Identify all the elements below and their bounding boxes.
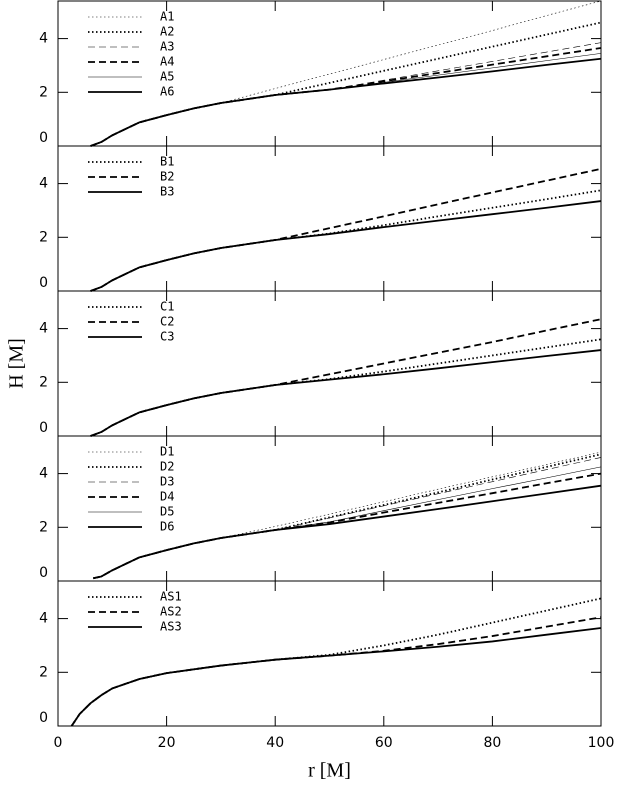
x-tick-label: 80 [483,735,501,751]
legend-label: AS3 [160,620,182,634]
legend-label: A3 [160,40,174,54]
legend-label: C2 [160,315,174,329]
series-line [70,627,602,727]
series-line [90,200,602,292]
panel-frame [57,145,602,292]
x-tick-label: 0 [54,735,63,751]
y-tick-label: 2 [39,84,48,100]
series-line [70,597,602,727]
legend-label: A5 [160,70,174,84]
legend-label: AS1 [160,590,182,604]
series-line [93,484,602,580]
panel-frame [57,435,602,582]
legend-label: D3 [160,475,174,489]
legend-label: B3 [160,185,174,199]
panel-frame [57,0,602,147]
legend-label: B1 [160,155,174,169]
panel-frame [57,290,602,437]
series-line [90,57,602,147]
legend-label: D1 [160,445,174,459]
y-axis-label: H [M] [6,338,28,389]
y-tick-label: 4 [39,466,48,482]
legend-label: D6 [160,520,174,534]
y-tick-label: 2 [39,374,48,390]
legend-label: A4 [160,55,174,69]
y-tick-label: 2 [39,519,48,535]
y-tick-label: 4 [39,321,48,337]
legend-label: B2 [160,170,174,184]
x-axis-label: r [M] [308,760,351,782]
x-tick-label: 20 [158,735,176,751]
legend-label: A6 [160,85,174,99]
legend-label: C3 [160,330,174,344]
legend-label: C1 [160,300,174,314]
series-line [90,349,602,437]
y-tick-label: 0 [39,130,48,146]
series-line [70,616,602,727]
x-tick-label: 40 [266,735,284,751]
y-tick-label: 0 [39,420,48,436]
y-tick-label: 2 [39,664,48,680]
y-tick-label: 4 [39,611,48,627]
y-tick-label: 0 [39,710,48,726]
y-tick-label: 4 [39,176,48,192]
legend-label: D4 [160,490,174,504]
legend-label: D2 [160,460,174,474]
legend-label: AS2 [160,605,182,619]
legend-label: A1 [160,10,174,24]
series-line [90,338,602,437]
x-tick-label: 60 [375,735,393,751]
y-tick-label: 0 [39,565,48,581]
y-tick-label: 2 [39,229,48,245]
y-tick-label: 0 [39,275,48,291]
x-tick-label: 100 [588,735,615,751]
legend-label: D5 [160,505,174,519]
y-tick-label: 4 [39,31,48,47]
legend-label: A2 [160,25,174,39]
panel-frame [57,580,602,727]
series-line [90,189,602,292]
